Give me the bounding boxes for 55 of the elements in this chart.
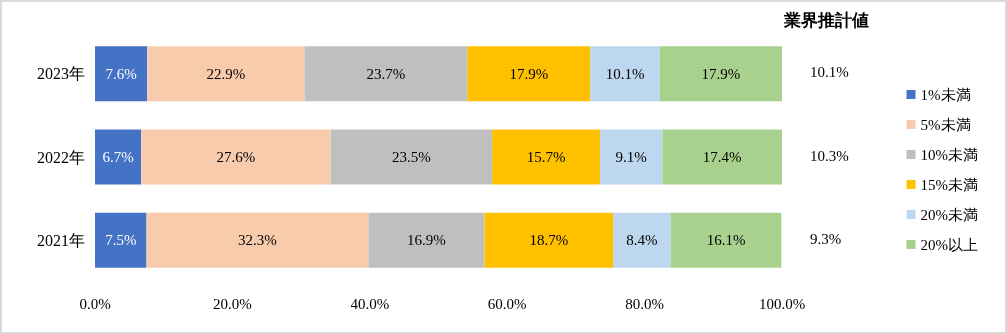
text: 9.3% [810,230,842,247]
y-tick-label: 2023年 [37,65,85,83]
bar [330,129,493,185]
x-tick-label: 0.0% [79,295,111,312]
bar [662,129,782,185]
y-tick-label: 2022年 [37,148,85,166]
data-label: 16.9% [407,232,446,249]
text: 10.1% [810,64,849,81]
bar [146,212,369,268]
legend-label: 10%未満 [920,146,978,163]
data-label: 18.7% [529,232,569,249]
x-tick-label: 40.0% [350,295,390,312]
bar [492,129,600,185]
x-tick-label: 80.0% [625,295,664,312]
data-label: 17.4% [702,149,742,165]
text: 10.3% [810,147,849,164]
bar [590,46,660,102]
bar [659,46,782,102]
data-label: 16.1% [706,232,746,249]
x-tick-label: 100.0% [758,295,806,312]
data-label: 7.6% [105,65,137,82]
x-tick-label: 20.0% [213,295,252,312]
legend-label: 15%未満 [920,176,978,193]
data-label: 22.9% [206,65,246,82]
data-label: 8.4% [626,232,658,249]
bar [484,212,613,268]
text: 業界推計値 [783,11,869,30]
data-label: 23.7% [366,65,406,82]
bar [95,212,147,268]
bar [141,129,331,185]
data-label: 17.9% [509,65,549,82]
bar [368,212,485,268]
bar [95,129,142,185]
bar [147,46,305,102]
bar [599,129,663,185]
x-tick-label: 60.0% [487,295,527,312]
legend-label: 5%未満 [920,116,971,133]
data-label: 15.7% [526,149,566,165]
legend-label: 20%未満 [920,206,978,223]
data-label: 9.1% [615,149,647,165]
y-tick-label: 2021年 [37,231,85,249]
data-label: 32.3% [238,232,277,249]
bar [304,46,468,102]
data-label: 7.5% [105,232,137,249]
bar [613,212,671,268]
data-label: 6.7% [102,149,134,165]
data-label: 17.9% [701,65,741,82]
data-label: 10.1% [605,65,645,82]
legend-label: 1%未満 [920,86,971,103]
bar [95,46,148,102]
bar [670,212,782,268]
legend-label: 20%以上 [920,236,978,253]
data-label: 27.6% [216,149,256,165]
data-label: 23.5% [391,149,431,165]
bar [467,46,591,102]
